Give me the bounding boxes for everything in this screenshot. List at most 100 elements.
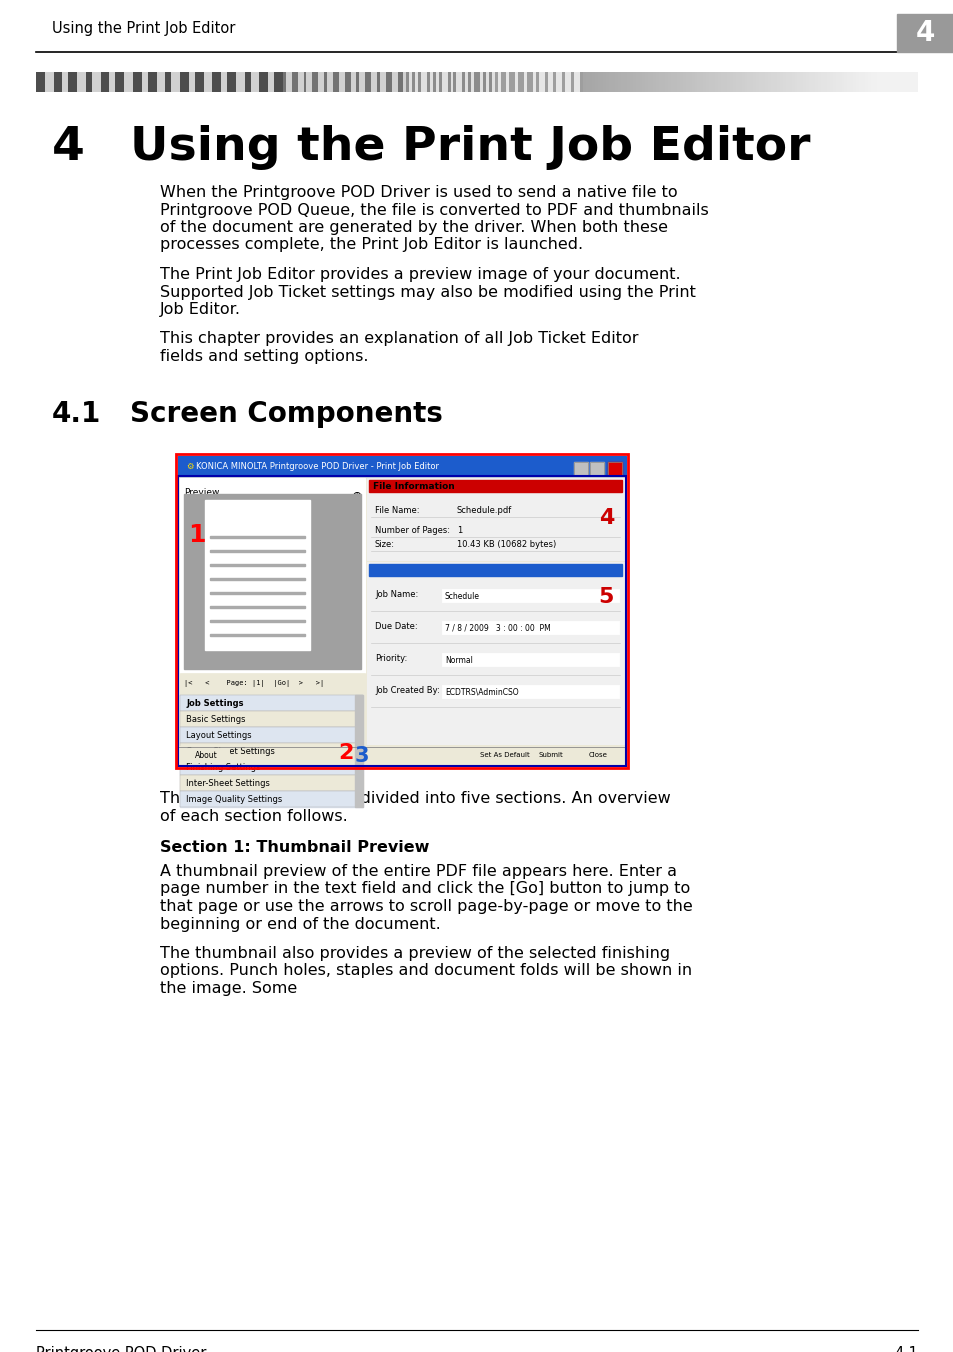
Bar (97, 72, 101, 92)
Bar (911, 72, 915, 92)
Bar (36, 72, 39, 92)
Bar (251, 72, 253, 92)
Bar (210, 634, 305, 637)
Bar (536, 72, 538, 92)
Text: beginning or end of the document.: beginning or end of the document. (160, 917, 440, 932)
Bar (210, 621, 305, 622)
Bar (245, 72, 248, 92)
Bar (697, 72, 700, 92)
Bar (770, 72, 774, 92)
Text: Basic Settings: Basic Settings (186, 715, 245, 725)
Bar (392, 72, 395, 92)
Bar (571, 72, 574, 92)
Bar (438, 72, 442, 92)
Bar (213, 72, 215, 92)
Bar (110, 72, 112, 92)
Text: Using the Print Job Editor: Using the Print Job Editor (130, 124, 810, 170)
Bar (165, 72, 169, 92)
Bar (626, 72, 630, 92)
Bar (503, 72, 506, 92)
Bar (333, 72, 336, 92)
Text: 1: 1 (456, 526, 462, 535)
Bar (389, 72, 392, 92)
Text: Priority:: Priority: (375, 654, 407, 664)
Bar (887, 72, 891, 92)
Bar (148, 72, 151, 92)
Bar (433, 72, 436, 92)
Bar (101, 72, 104, 92)
Text: Set As Default: Set As Default (479, 753, 529, 758)
Bar (130, 72, 133, 92)
Bar (823, 72, 826, 92)
Bar (71, 72, 74, 92)
Bar (233, 72, 236, 92)
Bar (817, 72, 821, 92)
Bar (39, 72, 42, 92)
Bar (485, 72, 489, 92)
Bar (56, 72, 60, 92)
Bar (206, 72, 210, 92)
Bar (66, 72, 69, 92)
Bar (192, 72, 195, 92)
Text: Close: Close (588, 753, 607, 758)
Bar (852, 72, 856, 92)
Bar (579, 72, 582, 92)
Text: Job Created By:: Job Created By: (375, 687, 439, 695)
Bar (230, 72, 233, 92)
Bar (647, 72, 650, 92)
Bar (59, 72, 63, 92)
Bar (638, 72, 641, 92)
Bar (618, 72, 621, 92)
Text: Inter-Sheet Settings: Inter-Sheet Settings (186, 779, 270, 788)
Bar (905, 72, 909, 92)
Bar (145, 72, 148, 92)
Bar (436, 72, 438, 92)
Bar (729, 72, 733, 92)
Bar (708, 72, 712, 92)
Bar (280, 72, 283, 92)
Text: Submit: Submit (538, 753, 563, 758)
Bar (180, 727, 363, 744)
Bar (441, 589, 618, 603)
Bar (180, 776, 363, 791)
Bar (356, 72, 359, 92)
Bar (180, 744, 363, 760)
Bar (691, 72, 695, 92)
Bar (367, 479, 623, 561)
Bar (591, 72, 595, 92)
Bar (561, 72, 565, 92)
Bar (139, 72, 142, 92)
Bar (664, 72, 668, 92)
Bar (74, 72, 77, 92)
Text: 4.1: 4.1 (52, 400, 101, 429)
Bar (45, 72, 49, 92)
Bar (180, 711, 363, 727)
Bar (327, 72, 330, 92)
Bar (294, 72, 298, 92)
Text: The Print Job Editor provides a preview image of your document.: The Print Job Editor provides a preview … (160, 266, 679, 283)
Bar (441, 622, 618, 634)
Bar (670, 72, 674, 92)
Bar (805, 72, 809, 92)
Bar (808, 72, 812, 92)
Bar (705, 72, 709, 92)
Bar (91, 72, 95, 92)
Bar (156, 72, 160, 92)
Bar (515, 72, 518, 92)
Bar (753, 72, 756, 92)
Bar (168, 72, 172, 92)
Bar (856, 72, 859, 92)
Bar (740, 72, 744, 92)
Bar (205, 500, 310, 650)
Bar (582, 72, 586, 92)
Bar (607, 462, 621, 476)
Bar (896, 14, 953, 51)
Bar (248, 72, 251, 92)
Text: Job Settings: Job Settings (186, 699, 243, 708)
Bar (694, 72, 698, 92)
Bar (846, 72, 850, 92)
Text: 4: 4 (915, 19, 934, 47)
Bar (178, 476, 625, 767)
Bar (849, 72, 853, 92)
Bar (409, 72, 413, 92)
